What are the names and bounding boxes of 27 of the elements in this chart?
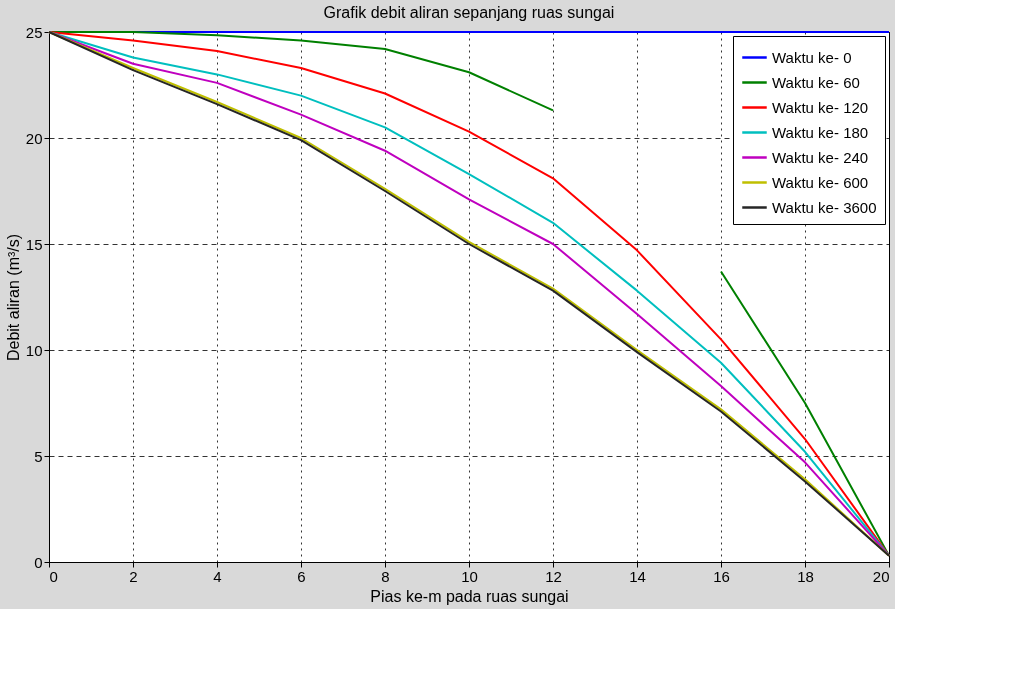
- y-tick-label: 20: [25, 129, 43, 147]
- y-tick-label: 15: [25, 235, 43, 253]
- y-tick-label: 5: [34, 447, 43, 465]
- legend-label: Waktu ke- 3600: [772, 198, 877, 216]
- x-tick-label: 20: [872, 567, 890, 585]
- legend-label: Waktu ke- 120: [772, 98, 869, 116]
- x-tick-label: 16: [713, 567, 730, 585]
- legend-label: Waktu ke- 0: [772, 48, 852, 66]
- legend-label: Waktu ke- 240: [772, 148, 869, 166]
- legend-label: Waktu ke- 180: [772, 123, 869, 141]
- x-tick-label: 0: [49, 567, 58, 585]
- chart-title: Grafik debit aliran sepanjang ruas sungai: [323, 4, 615, 21]
- x-tick-label: 8: [381, 567, 390, 585]
- y-tick-label: 10: [25, 341, 43, 359]
- y-tick-label: 25: [25, 23, 43, 41]
- y-tick-label: 0: [34, 553, 43, 571]
- x-axis-title: Pias ke-m pada ruas sungai: [370, 587, 569, 605]
- legend-label: Waktu ke- 60: [772, 73, 860, 91]
- y-axis-title: Debit aliran (m³/s): [4, 233, 22, 362]
- x-tick-label: 12: [545, 567, 562, 585]
- x-tick-label: 6: [297, 567, 306, 585]
- x-tick-label: 2: [129, 567, 138, 585]
- x-tick-label: 18: [797, 567, 814, 585]
- legend-label: Waktu ke- 600: [772, 173, 869, 191]
- x-tick-label: 4: [213, 567, 222, 585]
- x-tick-label: 10: [461, 567, 478, 585]
- x-tick-label: 14: [629, 567, 646, 585]
